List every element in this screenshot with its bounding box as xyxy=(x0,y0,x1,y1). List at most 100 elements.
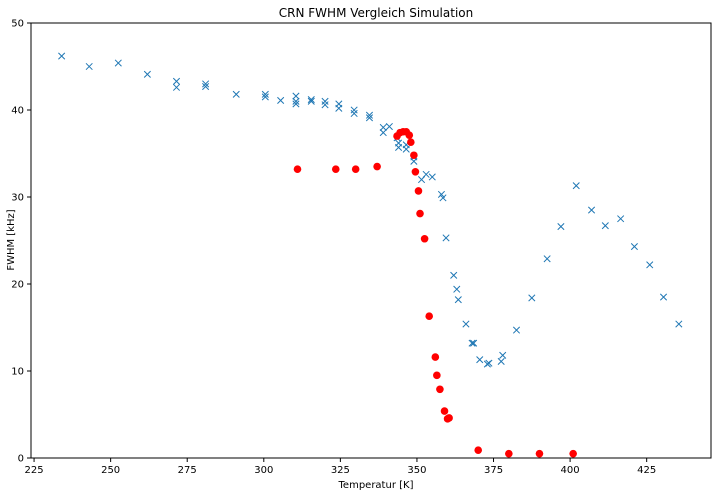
x-marker-point xyxy=(321,97,329,105)
x-marker-point xyxy=(587,206,596,214)
x-tick-label: 425 xyxy=(637,465,656,476)
x-marker-point xyxy=(659,293,668,301)
x-marker-point xyxy=(277,96,285,104)
x-marker-point xyxy=(470,339,478,347)
circle-marker-point xyxy=(425,312,433,320)
x-marker-point xyxy=(512,326,521,334)
circle-marker-point xyxy=(331,165,340,173)
x-marker-point xyxy=(450,271,458,279)
x-marker-point xyxy=(292,97,300,105)
x-marker-point xyxy=(172,83,181,91)
y-tick-label: 20 xyxy=(11,280,24,291)
x-marker-point xyxy=(453,285,461,293)
x-marker-point xyxy=(385,122,393,131)
x-tick-label: 350 xyxy=(407,465,426,476)
y-tick-label: 30 xyxy=(11,193,24,204)
x-marker-point xyxy=(379,129,387,137)
x-marker-point xyxy=(543,255,551,263)
x-tick-label: 325 xyxy=(331,465,350,476)
x-marker-point xyxy=(675,320,683,328)
circle-marker-point xyxy=(411,167,420,176)
x-marker-point xyxy=(601,222,609,230)
circle-marker-point xyxy=(416,209,424,218)
x-marker-point xyxy=(454,296,462,304)
x-marker-point xyxy=(528,294,536,302)
y-tick-label: 50 xyxy=(11,19,24,30)
x-marker-point xyxy=(422,170,430,178)
x-marker-point xyxy=(307,97,315,105)
x-marker-point xyxy=(261,93,269,101)
circle-marker-point xyxy=(293,165,302,173)
x-marker-point xyxy=(292,100,300,108)
circle-marker-point xyxy=(569,449,577,458)
x-axis: 225 250 275 300 325 350 375 400 425 xyxy=(25,458,656,476)
x-marker-point xyxy=(646,261,654,269)
circle-marker-point xyxy=(535,449,544,458)
x-marker-point xyxy=(261,90,269,98)
circle-marker-point xyxy=(410,151,418,160)
x-marker-point xyxy=(428,173,436,181)
x-marker-point xyxy=(172,77,181,85)
x-marker-point xyxy=(202,82,210,91)
x-marker-point xyxy=(499,351,507,359)
circle-marker-point xyxy=(405,131,414,140)
x-tick-label: 275 xyxy=(178,465,197,476)
x-marker-point xyxy=(497,357,505,365)
x-marker-point xyxy=(557,223,565,231)
x-tick-label: 300 xyxy=(254,465,273,476)
x-marker-point xyxy=(410,157,418,165)
x-marker-point xyxy=(292,92,300,100)
x-marker-point xyxy=(350,106,358,114)
x-marker-point xyxy=(617,215,625,223)
x-marker-point xyxy=(114,59,122,67)
y-axis-label: FWHM [kHz] xyxy=(6,209,17,270)
x-marker-point xyxy=(350,109,358,118)
x-marker-point xyxy=(630,243,638,251)
x-marker-point xyxy=(462,320,470,328)
y-axis: 0 10 20 30 40 50 xyxy=(11,19,31,465)
x-marker-point xyxy=(442,234,450,242)
circle-marker-point xyxy=(431,353,440,361)
x-marker-point xyxy=(485,359,493,367)
data-marks xyxy=(58,52,683,458)
x-marker-point xyxy=(202,80,210,88)
chart-title: CRN FWHM Vergleich Simulation xyxy=(279,6,473,20)
x-tick-label: 225 xyxy=(25,465,44,476)
x-marker-point xyxy=(307,96,315,104)
x-marker-point xyxy=(402,145,410,153)
x-marker-point xyxy=(85,62,93,71)
circle-marker-point xyxy=(420,234,429,243)
x-tick-label: 400 xyxy=(561,465,580,476)
x-marker-point xyxy=(468,339,476,347)
y-tick-label: 10 xyxy=(11,367,24,378)
x-marker-point xyxy=(58,52,66,60)
x-marker-point xyxy=(365,114,374,122)
circle-marker-point xyxy=(373,162,381,171)
plot-area xyxy=(30,22,712,459)
circle-marker-point xyxy=(505,449,513,458)
x-tick-label: 250 xyxy=(101,465,120,476)
circle-marker-point xyxy=(433,371,441,380)
circle-marker-point xyxy=(445,414,453,422)
circle-marker-point xyxy=(436,385,444,394)
x-marker-point xyxy=(335,104,343,112)
x-marker-point xyxy=(365,111,374,119)
x-marker-point xyxy=(395,143,403,151)
x-tick-label: 375 xyxy=(484,465,503,476)
x-marker-point xyxy=(437,190,446,198)
circle-marker-point xyxy=(407,138,415,146)
y-tick-label: 0 xyxy=(18,454,24,465)
circle-marker-point xyxy=(351,165,360,173)
x-marker-point xyxy=(476,356,484,364)
circle-marker-point xyxy=(440,407,449,415)
x-marker-point xyxy=(439,194,447,202)
x-marker-point xyxy=(379,123,387,131)
x-marker-point xyxy=(572,182,580,190)
x-axis-label: Temperatur [K] xyxy=(338,480,414,491)
x-marker-point xyxy=(143,70,151,78)
x-marker-point xyxy=(321,101,329,109)
circle-marker-point xyxy=(414,187,423,195)
y-tick-label: 40 xyxy=(11,106,24,117)
x-marker-point xyxy=(232,90,240,98)
